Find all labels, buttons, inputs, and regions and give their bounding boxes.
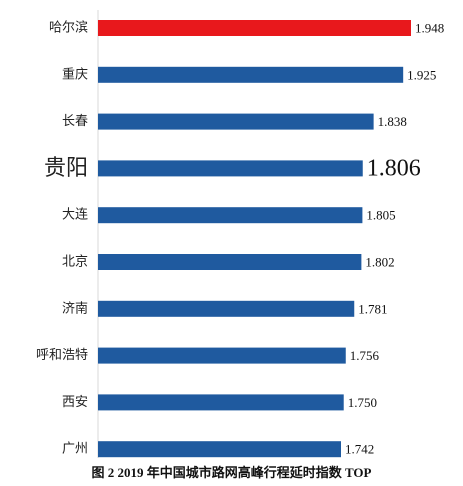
- bar-row: 济南 1.781: [62, 300, 388, 317]
- category-label: 哈尔滨: [49, 20, 88, 36]
- bar: [98, 113, 374, 130]
- bar: [98, 160, 363, 177]
- value-label: 1.806: [367, 155, 421, 181]
- value-label: 1.838: [378, 114, 407, 129]
- category-label: 重庆: [62, 66, 88, 82]
- bar-row: 重庆 1.925: [62, 66, 436, 83]
- bar: [98, 441, 341, 458]
- category-label: 广州: [62, 442, 88, 457]
- bar: [98, 347, 346, 364]
- bar: [98, 20, 411, 36]
- category-label: 长春: [62, 114, 88, 129]
- category-label: 大连: [62, 207, 88, 223]
- category-label: 呼和浩特: [36, 348, 88, 363]
- bar-row: 呼和浩特 1.756: [36, 347, 380, 364]
- bar-chart: 哈尔滨 1.948 重庆 1.925 长春 1.838 贵阳 1.806 大连 1.805 北京 1.…: [36, 10, 444, 458]
- category-label: 北京: [62, 255, 88, 270]
- bar: [98, 66, 404, 83]
- bar-row: 西安 1.750: [62, 394, 377, 411]
- bars-group: 哈尔滨 1.948 重庆 1.925 长春 1.838 贵阳 1.806 大连 1.805 北京 1.…: [36, 20, 444, 458]
- value-label: 1.742: [345, 442, 374, 457]
- bar-row: 哈尔滨 1.948: [49, 20, 444, 36]
- bar: [98, 394, 344, 411]
- bar-row: 长春 1.838: [62, 113, 407, 130]
- value-label: 1.805: [366, 208, 395, 223]
- value-label: 1.948: [415, 21, 444, 36]
- category-label: 济南: [62, 300, 88, 316]
- value-label: 1.781: [358, 301, 387, 316]
- bar-row: 北京 1.802: [62, 254, 395, 270]
- value-label: 1.750: [348, 395, 377, 410]
- bar: [98, 300, 355, 317]
- bar-row: 贵阳 1.806: [44, 155, 421, 181]
- bar: [98, 207, 363, 224]
- bar-row: 大连 1.805: [62, 207, 396, 224]
- bar-row: 广州 1.742: [62, 441, 374, 458]
- chart-caption: 图 2 2019 年中国城市路网高峰行程延时指数 TOP: [91, 465, 372, 480]
- value-label: 1.802: [365, 255, 394, 270]
- category-label: 贵阳: [44, 156, 88, 181]
- bar: [98, 254, 362, 270]
- category-label: 西安: [62, 395, 88, 410]
- value-label: 1.925: [407, 67, 436, 82]
- value-label: 1.756: [350, 348, 380, 363]
